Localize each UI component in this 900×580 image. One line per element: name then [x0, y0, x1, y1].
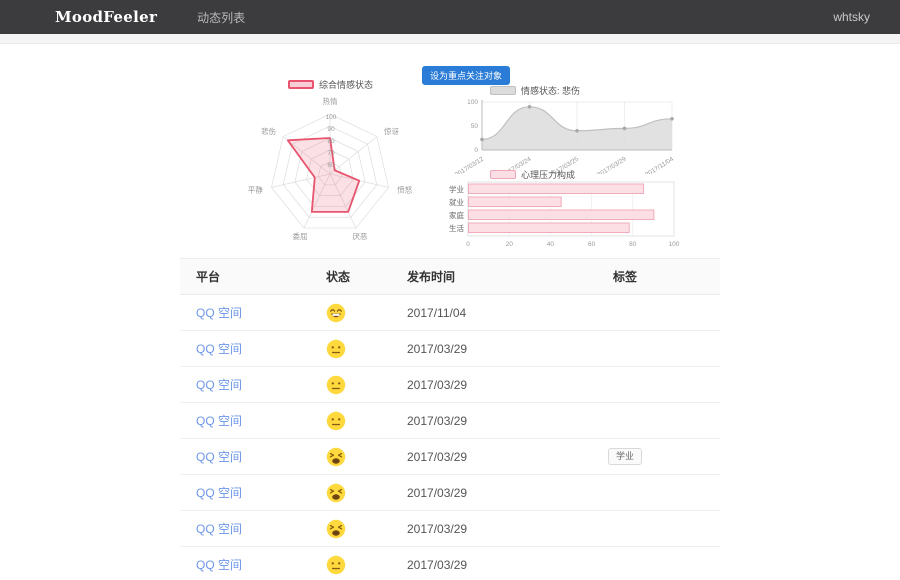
- svg-text:60: 60: [327, 162, 335, 169]
- nav-item-feed-list[interactable]: 动态列表: [197, 10, 246, 25]
- svg-text:80: 80: [327, 138, 335, 145]
- platform-link[interactable]: QQ 空间: [196, 558, 243, 572]
- publish-date: 2017/03/29: [395, 330, 530, 367]
- table-row: QQ 空间 2017/03/29: [180, 510, 720, 547]
- svg-text:热情: 热情: [323, 96, 338, 106]
- svg-text:学业: 学业: [449, 184, 464, 194]
- publish-date: 2017/03/29: [395, 510, 530, 547]
- table-row: QQ 空间 2017/03/29: [180, 474, 720, 511]
- tag-badge: 学业: [607, 448, 642, 465]
- platform-link[interactable]: QQ 空间: [196, 306, 243, 320]
- svg-text:60: 60: [588, 241, 596, 248]
- svg-text:委屈: 委屈: [293, 231, 308, 241]
- emoji-grinning-icon: [326, 303, 346, 323]
- publish-date: 2017/03/29: [395, 402, 530, 439]
- table-row: QQ 空间 2017/03/29: [180, 366, 720, 403]
- svg-text:100: 100: [467, 99, 478, 106]
- bar-legend-swatch: [490, 170, 516, 179]
- subheader-strip: [0, 34, 900, 44]
- emoji-neutral-icon: [326, 375, 346, 395]
- emoji-neutral-icon: [326, 411, 346, 431]
- publish-date: 2017/11/04: [395, 294, 530, 331]
- emoji-tired-icon: [326, 483, 346, 503]
- svg-text:家庭: 家庭: [449, 210, 464, 220]
- svg-text:生活: 生活: [449, 223, 464, 233]
- area-legend-label: 情感状态: 悲伤: [521, 86, 581, 96]
- publish-date: 2017/03/29: [395, 366, 530, 403]
- col-header-platform: 平台: [180, 258, 310, 295]
- svg-text:惊讶: 惊讶: [384, 126, 399, 136]
- svg-text:0: 0: [474, 147, 478, 154]
- table-row: QQ 空间 2017/03/29: [180, 546, 720, 580]
- platform-link[interactable]: QQ 空间: [196, 450, 243, 464]
- svg-text:平静: 平静: [248, 184, 263, 194]
- svg-text:0: 0: [466, 241, 470, 248]
- emoji-tired-icon: [326, 519, 346, 539]
- col-header-status: 状态: [310, 258, 395, 295]
- col-header-publish-time: 发布时间: [395, 258, 530, 295]
- publish-date: 2017/03/29: [395, 474, 530, 511]
- mood-table-body: QQ 空间 2017/11/04 QQ 空间 2017/03/29 QQ 空间 2017/…: [180, 294, 720, 580]
- bar-legend-label: 心理压力构成: [521, 170, 576, 180]
- svg-text:20: 20: [506, 241, 514, 248]
- svg-text:2017/03/29: 2017/03/29: [596, 156, 628, 174]
- brand-logo[interactable]: MoodFeeler: [55, 8, 158, 26]
- svg-text:2017/03/12: 2017/03/12: [454, 156, 486, 174]
- nav-username[interactable]: whtsky: [833, 10, 870, 24]
- svg-text:2017/11/04: 2017/11/04: [644, 156, 675, 174]
- svg-text:80: 80: [629, 241, 637, 248]
- radar-legend-label: 综合情感状态: [319, 80, 374, 90]
- emoji-neutral-icon: [326, 555, 346, 575]
- table-row: QQ 空间 2017/03/29: [180, 330, 720, 367]
- table-row: QQ 空间 2017/03/29 学业: [180, 438, 720, 475]
- svg-text:厌恶: 厌恶: [352, 232, 367, 241]
- svg-text:愤怒: 愤怒: [397, 184, 412, 194]
- area-legend-swatch: [490, 86, 516, 95]
- table-header-row: 平台 状态 发布时间 标签: [180, 258, 720, 295]
- area-legend[interactable]: 情感状态: 悲伤: [490, 84, 580, 97]
- platform-link[interactable]: QQ 空间: [196, 378, 243, 392]
- svg-text:悲伤: 悲伤: [261, 126, 276, 136]
- platform-link[interactable]: QQ 空间: [196, 342, 243, 356]
- svg-text:40: 40: [547, 241, 555, 248]
- svg-text:100: 100: [326, 114, 337, 121]
- col-header-tags: 标签: [530, 258, 720, 295]
- main-content: 综合情感状态 100 90 80 70 60 热情惊讶愤怒厌恶 委屈 平静 悲伤 设为重点关注对…: [180, 44, 720, 580]
- table-row: QQ 空间 2017/11/04: [180, 294, 720, 331]
- charts-section: 综合情感状态 100 90 80 70 60 热情惊讶愤怒厌恶 委屈 平静 悲伤 设为重点关注对…: [180, 44, 720, 258]
- emoji-tired-icon: [326, 447, 346, 467]
- publish-date: 2017/03/29: [395, 546, 530, 580]
- table-row: QQ 空间 2017/03/29: [180, 402, 720, 439]
- svg-text:90: 90: [327, 126, 335, 133]
- svg-text:就业: 就业: [449, 197, 464, 207]
- svg-text:100: 100: [669, 241, 680, 248]
- radar-legend-swatch: [288, 80, 314, 89]
- svg-text:50: 50: [471, 123, 479, 130]
- set-focus-button[interactable]: 设为重点关注对象: [422, 66, 511, 85]
- top-navbar: MoodFeeler 动态列表 whtsky: [0, 0, 900, 34]
- publish-date: 2017/03/29: [395, 438, 530, 475]
- platform-link[interactable]: QQ 空间: [196, 522, 243, 536]
- svg-text:70: 70: [327, 150, 335, 157]
- platform-link[interactable]: QQ 空间: [196, 486, 243, 500]
- platform-link[interactable]: QQ 空间: [196, 414, 243, 428]
- bar-legend[interactable]: 心理压力构成: [490, 168, 575, 181]
- emoji-neutral-icon: [326, 339, 346, 359]
- mood-table: 平台 状态 发布时间 标签 QQ 空间 2017/11/04 QQ 空间 2017/0…: [180, 258, 720, 580]
- radar-legend[interactable]: 综合情感状态: [288, 78, 373, 91]
